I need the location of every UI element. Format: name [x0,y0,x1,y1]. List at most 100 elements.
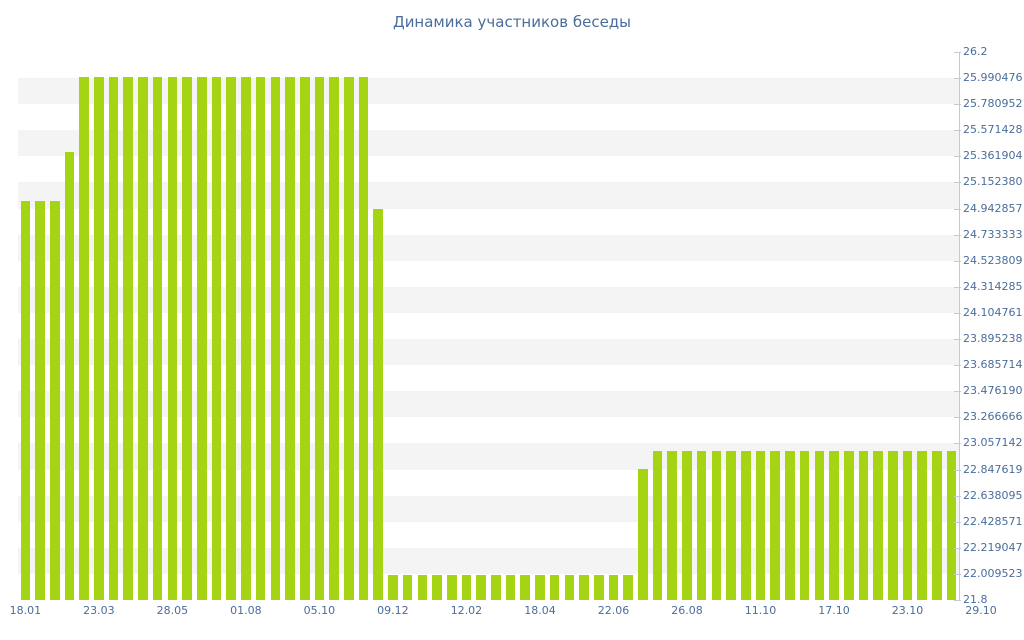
y-axis-tick-label: 25.152380 [963,175,1023,189]
participants-bar[interactable] [667,450,678,600]
y-axis-tick-label: 23.685714 [963,358,1023,372]
participants-bar[interactable] [20,201,31,600]
participants-bar[interactable] [902,450,913,600]
participants-bar[interactable] [623,575,633,600]
participants-bar[interactable] [182,76,192,600]
participants-bar[interactable] [270,76,281,600]
participants-bar[interactable] [329,76,339,600]
participants-bar[interactable] [741,450,751,600]
participants-bar[interactable] [535,575,545,600]
participants-bar[interactable] [358,76,369,600]
y-axis-tick [954,208,961,210]
y-axis-tick-label: 26.2 [963,45,988,58]
participants-bar[interactable] [505,575,516,600]
participants-bar[interactable] [770,450,780,600]
participants-bar[interactable] [314,76,325,600]
y-axis-tick [954,260,961,262]
participants-bar[interactable] [35,201,45,600]
participants-bar[interactable] [579,575,589,600]
participants-bar[interactable] [814,450,825,600]
participants-bar[interactable] [696,450,707,600]
y-axis-tick [954,443,961,445]
participants-bar[interactable] [932,450,942,600]
y-axis-tick-label: 23.476190 [963,384,1023,398]
participants-bar[interactable] [799,450,810,600]
y-axis-tick-label: 24.104761 [963,305,1023,319]
participants-bar[interactable] [829,450,839,600]
participants-bar[interactable] [785,450,795,600]
participants-bar[interactable] [946,450,957,600]
y-axis-tick [954,365,961,367]
chart-title: Динамика участников беседы [392,13,632,31]
y-axis-tick [954,600,961,601]
y-axis-tick [954,469,961,471]
y-axis-tick-label: 25.990476 [963,71,1023,85]
participants-bar[interactable] [843,450,854,600]
plot-area [18,52,959,600]
x-axis-tick-label: 23.10 [891,604,924,617]
participants-bar[interactable] [858,450,869,600]
y-axis-tick [954,573,961,575]
participants-bar[interactable] [432,575,442,600]
participants-bar[interactable] [593,575,604,600]
participants-bar[interactable] [344,76,354,600]
participants-bar[interactable] [94,76,104,600]
participants-bar[interactable] [873,450,883,600]
participants-bar[interactable] [108,76,119,600]
participants-bar[interactable] [64,151,75,600]
participants-bar[interactable] [138,76,148,600]
y-axis-tick-label: 23.266666 [963,410,1023,424]
y-axis-tick [954,417,961,419]
participants-bar[interactable] [373,208,384,600]
participants-bar[interactable] [638,469,648,600]
participants-bar[interactable] [402,575,413,600]
participants-bar[interactable] [682,450,692,600]
participants-bar[interactable] [226,76,236,600]
y-axis-tick [954,521,961,523]
y-axis-tick-label: 22.009523 [963,566,1023,580]
participants-bar[interactable] [123,76,134,600]
x-axis-tick-label: 29.10 [965,604,997,617]
participants-bar[interactable] [520,575,531,600]
participants-bar[interactable] [917,450,928,600]
y-axis-tick-label: 25.361904 [963,149,1023,163]
y-axis-tick [954,78,961,80]
participants-bar[interactable] [417,575,428,600]
participants-bar[interactable] [476,575,486,600]
participants-bar[interactable] [446,575,457,600]
participants-bar[interactable] [608,575,619,600]
x-axis-tick-label: 28.05 [156,604,189,617]
y-axis-tick-label: 25.780952 [963,97,1023,111]
participants-bar[interactable] [755,450,766,600]
y-axis-tick [954,495,961,497]
participants-bar[interactable] [241,76,251,600]
participants-bar[interactable] [888,450,898,600]
participants-bar[interactable] [255,76,266,600]
y-axis-tick [954,391,961,393]
participants-bar[interactable] [196,76,207,600]
x-axis-tick-label: 22.06 [597,604,630,617]
participants-bar[interactable] [285,76,295,600]
y-axis-tick [954,286,961,288]
participants-bar[interactable] [491,575,501,600]
y-axis-tick [954,104,961,106]
participants-bar[interactable] [652,450,663,600]
y-axis-tick-label: 24.523809 [963,253,1023,267]
y-axis-tick-label: 23.895238 [963,332,1023,346]
participants-bar[interactable] [79,76,89,600]
participants-bar[interactable] [564,575,575,600]
participants-bar[interactable] [167,76,178,600]
participants-bar[interactable] [211,76,222,600]
participants-bar[interactable] [152,76,163,600]
participants-bar[interactable] [726,450,736,600]
participants-bar[interactable] [49,201,60,600]
participants-bar[interactable] [299,76,310,600]
participants-bar[interactable] [461,575,472,600]
y-axis-tick [954,130,961,132]
participants-bar[interactable] [388,575,398,600]
y-axis-tick-label: 24.942857 [963,201,1023,215]
y-axis-tick-label: 23.057142 [963,436,1023,450]
participants-bar[interactable] [711,450,722,600]
x-axis-tick-label: 05.10 [303,604,336,617]
participants-bar[interactable] [549,575,560,600]
